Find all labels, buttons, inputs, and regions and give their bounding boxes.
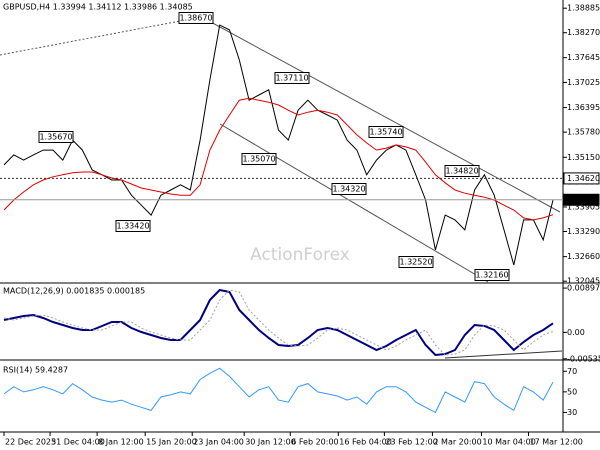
annotation-box xyxy=(444,165,480,177)
price-box xyxy=(563,172,600,185)
price-box xyxy=(563,193,600,206)
annotation-box xyxy=(38,131,74,143)
annotation-box xyxy=(115,220,151,232)
annotation: 1.35740 xyxy=(369,128,402,137)
channel-line xyxy=(195,13,561,213)
x-tick-label: 17 Mar 12:00 xyxy=(529,438,582,447)
series-line xyxy=(3,288,554,357)
annotation: 1.38670 xyxy=(179,14,212,23)
channel-line xyxy=(219,123,489,283)
annotation: 1.35670 xyxy=(39,133,72,142)
macd-title: MACD(12,26,9) 0.001835 0.000185 xyxy=(3,287,145,296)
price-label: 1.34085 xyxy=(567,195,600,204)
x-tick-label: 31 Dec 04:00 xyxy=(51,438,105,447)
macd-trend-line xyxy=(444,350,563,359)
y-tick-label: 70 xyxy=(567,367,577,376)
y-tick-label: 0.00 xyxy=(567,328,585,337)
y-tick-label: 1.32045 xyxy=(567,277,600,286)
x-tick-label: 8 Jan 12:00 xyxy=(98,438,144,447)
x-tick-label: 23 Jan 04:00 xyxy=(193,438,244,447)
rsi-title: RSI(14) 59.4287 xyxy=(3,366,68,375)
annotation-box xyxy=(274,72,310,84)
x-tick-label: 16 Feb 04:00 xyxy=(339,438,391,447)
annotation: 1.32520 xyxy=(399,258,432,267)
annotation-box xyxy=(368,126,404,138)
y-tick-label: 1.37645 xyxy=(567,53,600,62)
annotation-box xyxy=(178,12,214,24)
y-tick-label: 1.35150 xyxy=(567,153,600,162)
x-tick-label: 2 Mar 20:00 xyxy=(433,438,481,447)
y-tick-label: 1.38270 xyxy=(567,28,600,37)
watermark: ActionForex xyxy=(250,245,350,265)
series-line xyxy=(3,289,554,356)
y-tick-label: 1.33290 xyxy=(567,227,600,236)
y-tick-label: 1.32660 xyxy=(567,252,600,261)
y-tick-label: 1.35780 xyxy=(567,128,600,137)
annotation: 1.37110 xyxy=(275,74,308,83)
series-line xyxy=(3,24,554,266)
annotation-box xyxy=(331,183,367,195)
annotation-box xyxy=(398,256,434,268)
y-tick-label: 1.38885 xyxy=(567,4,600,13)
y-tick-label: 0.008972 xyxy=(567,284,600,293)
y-tick-label: 1.33905 xyxy=(567,202,600,211)
series-line xyxy=(3,97,554,221)
annotation-box xyxy=(474,269,510,281)
series-line xyxy=(3,367,554,414)
y-tick-label: 50 xyxy=(567,387,577,396)
annotation-box xyxy=(241,153,277,165)
price-label: 1.34620 xyxy=(567,174,600,183)
annotation: 1.32160 xyxy=(475,271,508,280)
annotation: 1.35070 xyxy=(242,155,275,164)
x-tick-label: 23 Feb 12:00 xyxy=(385,438,437,447)
y-tick-label: 1.36395 xyxy=(567,103,600,112)
annotation: 1.34320 xyxy=(332,185,365,194)
x-tick-label: 15 Jan 20:00 xyxy=(146,438,197,447)
y-tick-label: 30 xyxy=(567,408,577,417)
x-tick-label: 30 Jan 12:00 xyxy=(245,438,296,447)
y-tick-label: -0.005356 xyxy=(567,354,600,363)
annotation: 1.33420 xyxy=(116,222,149,231)
y-tick-label: 1.37025 xyxy=(567,78,600,87)
annotation: 1.34820 xyxy=(445,167,478,176)
x-tick-label: 22 Dec 2025 xyxy=(5,438,56,447)
chart-title: GBPUSD,H4 1.33994 1.34112 1.33986 1.3408… xyxy=(3,3,193,12)
x-tick-label: 6 Feb 20:00 xyxy=(291,438,338,447)
x-tick-label: 10 Mar 04:00 xyxy=(482,438,535,447)
